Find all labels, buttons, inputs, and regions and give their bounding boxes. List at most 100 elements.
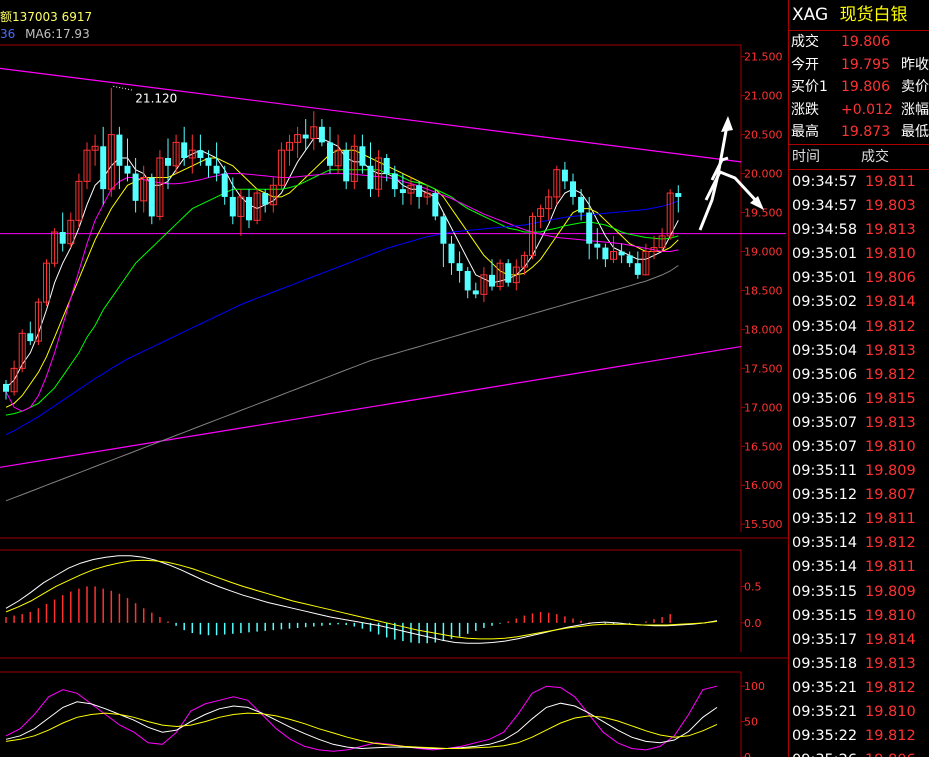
candle-body-down (165, 157, 171, 166)
kline-chart[interactable]: 21.500 21.000 20.500 20.000 19.500 19.000 18.5… (0, 0, 788, 757)
tick-price: 19.810 (865, 246, 916, 263)
tick-time: 09:35:02 (792, 294, 858, 311)
quote-label-2: 最低 (901, 124, 929, 141)
tick-time: 09:35:12 (792, 487, 858, 504)
symbol-code: XAG (792, 5, 829, 25)
tick-time: 09:35:07 (792, 439, 858, 455)
kdj-j-line (5, 685, 718, 752)
tick-price: 19.812 (865, 535, 916, 552)
tick-row: 09:35:06 19.812 (789, 363, 929, 387)
tick-price: 19.811 (865, 511, 916, 528)
tick-price: 19.806 (865, 270, 916, 287)
tick-list[interactable]: 09:34:57 19.811 09:34:57 19.803 09:34:58 19.8… (789, 170, 929, 757)
tick-price: 19.811 (865, 173, 916, 190)
tick-row: 09:35:06 19.815 (789, 387, 929, 411)
price-axis-tick-label: 17.000 (744, 401, 783, 414)
ma6-line (5, 265, 679, 502)
candle-body-down (505, 263, 512, 283)
quote-row: 买价1 19.806 卖价 (789, 76, 929, 99)
kdj-d-line (5, 712, 718, 749)
candle-body-up (496, 262, 504, 288)
tick-row: 09:35:07 19.810 (789, 435, 929, 459)
tick-price: 19.806 (865, 748, 916, 757)
chart-area[interactable]: 21.500 21.000 20.500 20.000 19.500 19.000 18.5… (0, 0, 788, 757)
candle-body-down (416, 185, 423, 197)
tick-row: 09:35:17 19.814 (789, 628, 929, 652)
tick-price: 19.810 (865, 607, 916, 624)
tick-time: 09:35:11 (792, 463, 858, 480)
candle-body-up (650, 247, 658, 252)
tick-price: 19.813 (865, 222, 916, 239)
candle-body-down (675, 193, 682, 197)
tick-time: 09:35:17 (792, 631, 858, 648)
tick-row: 09:35:01 19.810 (789, 242, 929, 266)
quote-panel: XAG 现货白银 成交 19.806 今开 19.795 昨收 买价1 19.806 卖价 涨跌… (788, 0, 929, 757)
candle-body-down (359, 146, 366, 166)
tick-price: 19.815 (865, 390, 916, 407)
tick-time: 09:35:15 (792, 583, 858, 600)
candle-body-down (318, 126, 325, 143)
tick-row: 09:35:15 19.810 (789, 604, 929, 628)
candle-body-up (520, 254, 528, 268)
trend-line (0, 67, 742, 163)
quote-header: XAG 现货白银 (789, 0, 929, 31)
quote-label: 今开 (791, 56, 819, 73)
candle-body-down (464, 270, 471, 291)
candle-body-down (116, 134, 123, 166)
macd-axis-tick-label: 0.0 (744, 617, 762, 630)
candle-body-down (221, 173, 228, 197)
candle-body-down (391, 173, 398, 190)
candle-body-up (423, 192, 431, 198)
ma2-line (5, 149, 679, 408)
tick-row: 09:35:14 19.812 (789, 531, 929, 555)
tick-row: 09:35:12 19.807 (789, 483, 929, 507)
quote-value: 19.806 (841, 79, 890, 96)
peak-pointer (113, 85, 134, 91)
candle-body-up (51, 231, 59, 264)
macd-axis-tick-label: 0.5 (744, 580, 762, 593)
candle-body-down (197, 150, 204, 158)
arrow-head-down (750, 196, 764, 210)
candle-body-down (100, 146, 107, 190)
candle-body-up (480, 274, 488, 295)
quote-row: 涨跌 +0.012 涨幅 (789, 99, 929, 122)
tick-price: 19.811 (865, 559, 916, 576)
candle-body-down (634, 263, 641, 275)
price-axis-tick-label: 17.500 (744, 362, 783, 375)
tick-row: 09:34:58 19.813 (789, 218, 929, 242)
tick-time: 09:35:18 (792, 655, 858, 672)
tick-row: 09:34:57 19.811 (789, 170, 929, 194)
tick-header: 时间 成交 (789, 143, 929, 170)
tick-time: 09:35:21 (792, 679, 858, 696)
tick-price: 19.807 (865, 487, 916, 504)
candle-body-up (545, 196, 553, 210)
tick-time: 09:35:06 (792, 390, 858, 407)
tick-time: 09:35:01 (792, 270, 858, 287)
candle-body-up (172, 141, 180, 167)
candle-body-down (570, 181, 576, 197)
candle-body-down (594, 243, 601, 248)
candle-body-up (512, 266, 520, 284)
ma5-line (5, 200, 679, 436)
candle-body-up (67, 219, 75, 245)
candle-body-up (91, 145, 99, 151)
quote-label-2: 昨收 (901, 56, 929, 73)
candle-body-up (140, 176, 148, 202)
candle-body-up (658, 235, 666, 249)
tick-time: 09:35:04 (792, 342, 858, 359)
candle-body-up (156, 157, 164, 217)
candle-body-down (586, 212, 593, 244)
candle-body-down (343, 150, 350, 182)
kdj-axis-tick-label: 100 (744, 680, 765, 693)
tick-time: 09:34:57 (792, 173, 858, 190)
quote-label: 成交 (791, 34, 819, 50)
quote-rows: 成交 19.806 今开 19.795 昨收 买价1 19.806 卖价 涨跌 +0.012 涨幅最… (789, 31, 929, 144)
tick-row: 09:35:18 19.813 (789, 652, 929, 676)
candle-body-up (10, 367, 18, 393)
tick-price: 19.813 (865, 655, 916, 672)
tick-row: 09:35:01 19.806 (789, 266, 929, 290)
candle-body-down (124, 165, 131, 174)
candle-body-up (553, 169, 561, 198)
tick-row: 09:35:07 19.813 (789, 411, 929, 435)
candle-body-up (237, 196, 245, 217)
